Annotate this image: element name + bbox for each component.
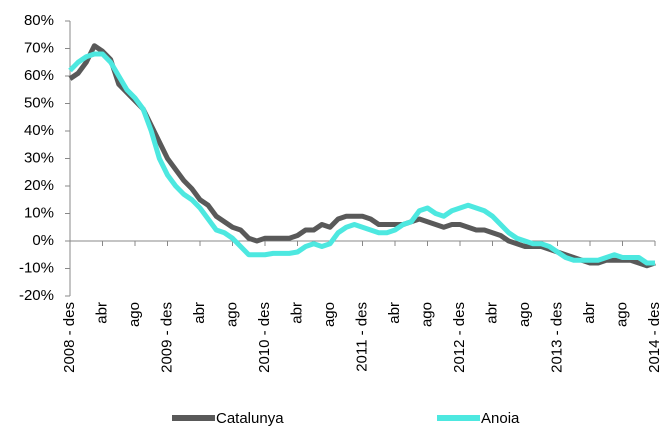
x-tick-label: abr bbox=[483, 302, 500, 324]
x-tick-label: 2014 - des bbox=[646, 302, 663, 373]
x-tick-label: 2010 - des bbox=[256, 302, 273, 373]
x-tick-label: abr bbox=[191, 302, 208, 324]
legend-label: Anoia bbox=[481, 410, 520, 427]
x-tick-label: ago bbox=[126, 302, 143, 327]
x-tick-label: ago bbox=[516, 302, 533, 327]
series-line bbox=[68, 51, 655, 266]
x-tick-label: 2012 - des bbox=[451, 302, 468, 373]
x-tick-label: abr bbox=[581, 302, 598, 324]
y-tick-label: 50% bbox=[24, 94, 54, 111]
x-tick-label: 2011 - des bbox=[353, 302, 370, 372]
x-tick-label: 2013 - des bbox=[548, 302, 565, 373]
y-tick-label: 60% bbox=[24, 67, 54, 84]
y-tick-label: 80% bbox=[24, 12, 54, 29]
x-tick-label: ago bbox=[418, 302, 435, 327]
y-tick-label: 20% bbox=[24, 177, 54, 194]
y-tick-label: -20% bbox=[19, 287, 54, 304]
x-tick-label: ago bbox=[321, 302, 338, 327]
y-tick-label: -10% bbox=[19, 259, 54, 276]
legend-label: Catalunya bbox=[216, 410, 284, 427]
y-tick-label: 30% bbox=[24, 149, 54, 166]
x-tick-label: abr bbox=[288, 302, 305, 324]
x-tick-label: abr bbox=[386, 302, 403, 324]
x-tick-label: abr bbox=[93, 302, 110, 324]
x-tick-label: ago bbox=[613, 302, 630, 327]
x-tick-label: 2008 - des bbox=[61, 302, 78, 373]
y-tick-label: 70% bbox=[24, 39, 54, 56]
y-tick-label: 10% bbox=[24, 204, 54, 221]
x-tick-label: ago bbox=[223, 302, 240, 327]
y-tick-label: 0% bbox=[32, 232, 54, 249]
y-tick-label: 40% bbox=[24, 122, 54, 139]
x-tick-label: 2009 - des bbox=[158, 302, 175, 373]
